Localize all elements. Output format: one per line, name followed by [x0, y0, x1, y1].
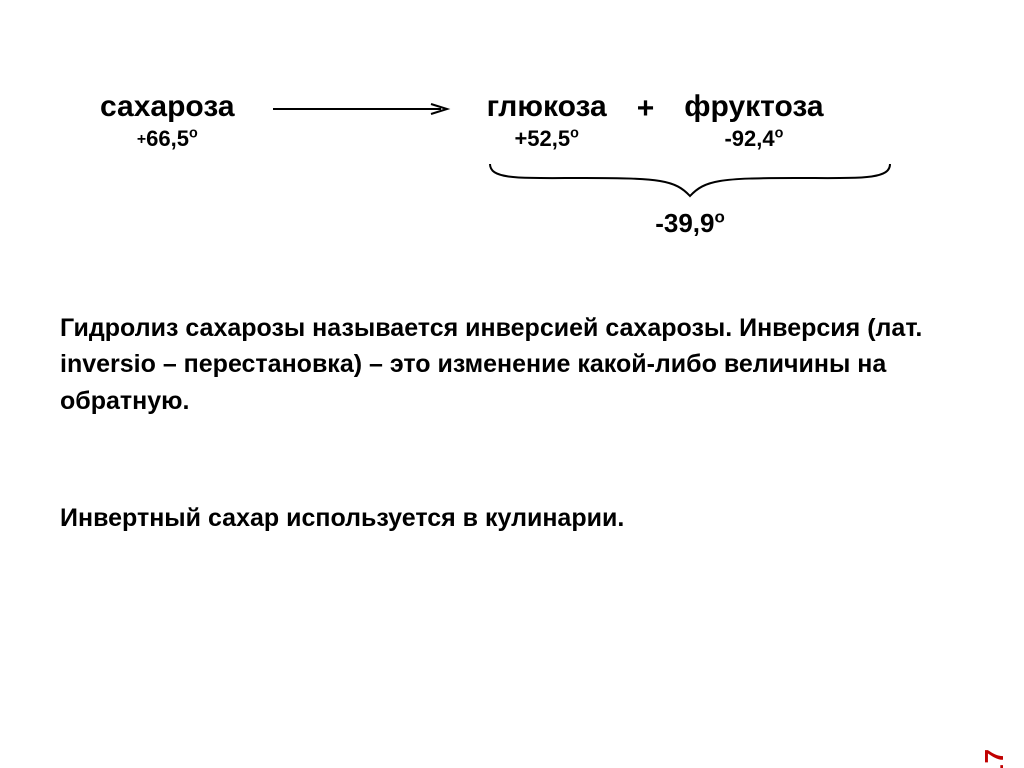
term-fructose: фруктоза -92,4о — [684, 90, 823, 152]
curly-brace-icon — [480, 160, 900, 200]
page-number: 17 — [979, 748, 1010, 768]
term-glucose-label: глюкоза — [487, 90, 607, 124]
term-glucose-rotation: +52,5о — [487, 126, 607, 152]
term-sucrose-rotation: +66,5о — [100, 126, 235, 152]
term-sucrose: сахароза +66,5о — [100, 90, 235, 152]
reaction-arrow — [271, 102, 451, 121]
brace-area: -39,9о — [460, 160, 920, 239]
paragraph-invert-sugar: Инвертный сахар используется в кулинарии… — [60, 500, 944, 536]
slide: сахароза +66,5о глюкоза +52,5о + фруктоз… — [0, 0, 1024, 768]
term-fructose-label: фруктоза — [684, 90, 823, 124]
term-sucrose-label: сахароза — [100, 90, 235, 124]
equation-row: сахароза +66,5о глюкоза +52,5о + фруктоз… — [100, 90, 944, 152]
paragraph-inversion: Гидролиз сахарозы называется инверсией с… — [60, 310, 944, 419]
term-fructose-rotation: -92,4о — [684, 126, 823, 152]
plus-sign: + — [637, 90, 655, 126]
brace-result: -39,9о — [460, 208, 920, 239]
term-glucose: глюкоза +52,5о — [487, 90, 607, 152]
